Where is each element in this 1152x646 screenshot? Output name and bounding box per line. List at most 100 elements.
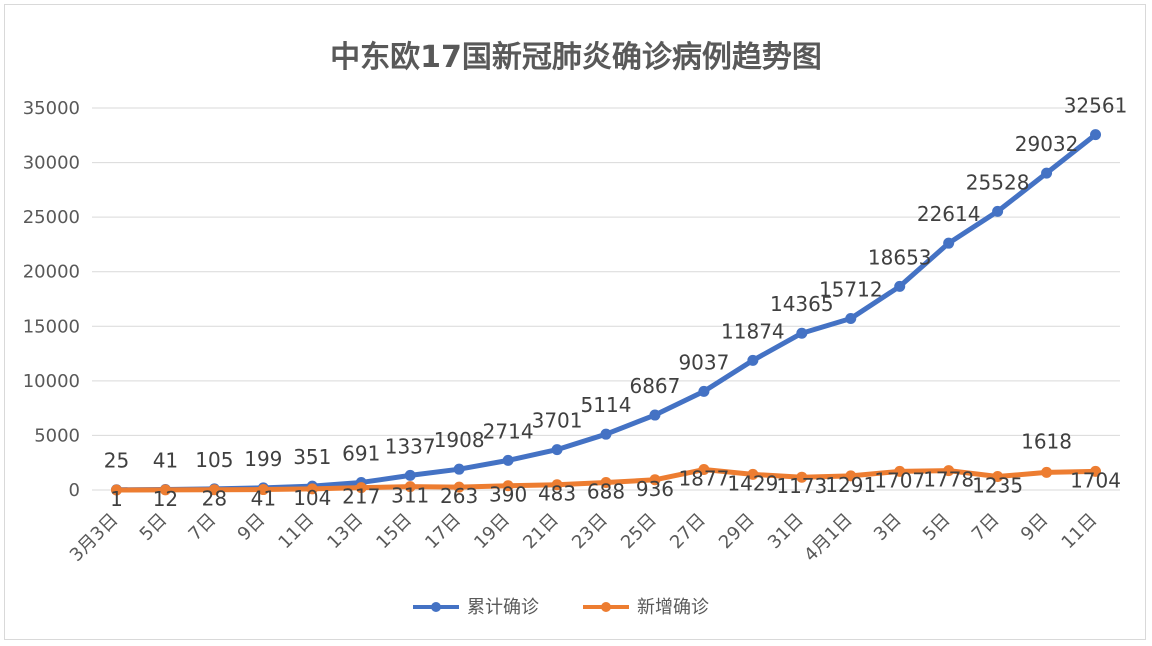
data-label-1: 1173 [776,474,827,498]
data-label-0: 1908 [434,428,485,452]
data-label-0: 5114 [581,393,632,417]
x-tick-label: 11日 [274,509,318,553]
data-point-0 [600,428,612,440]
gridlines [92,107,1120,491]
x-tick-label: 4月1日 [800,509,857,566]
legend-item-new: 新增确诊 [583,597,709,618]
data-point-1 [649,474,661,486]
data-label-1: 1618 [1021,429,1072,453]
y-tick-label: 10000 [23,371,80,392]
data-point-1 [208,484,220,496]
data-label-0: 11874 [721,319,785,343]
data-label-0: 1337 [385,434,436,458]
data-point-0 [698,385,710,397]
data-point-0 [649,409,661,421]
data-point-0 [894,280,906,292]
data-label-0: 199 [244,447,282,471]
data-label-0: 105 [195,448,233,472]
data-label-1: 311 [391,484,429,508]
data-point-1 [796,471,808,483]
legend-item-cumulative: 累计确诊 [413,597,539,618]
x-tick-label: 5日 [919,509,955,545]
data-point-0 [551,444,563,456]
x-tick-label: 31日 [764,509,808,553]
data-point-0 [1041,167,1053,179]
data-label-0: 2714 [483,419,534,443]
data-point-0 [453,463,465,475]
data-label-1: 12 [153,487,178,511]
data-point-1 [698,464,710,476]
data-label-1: 483 [538,482,576,506]
x-tick-label: 21日 [519,509,563,553]
x-tick-label: 29日 [715,509,759,553]
data-point-1 [502,480,514,492]
y-tick-label: 30000 [23,153,80,174]
data-point-1 [992,471,1004,483]
x-tick-label: 3日 [870,509,906,545]
y-tick-label: 0 [69,480,80,501]
x-tick-label: 11日 [1058,509,1102,553]
x-tick-label: 17日 [421,509,465,553]
data-label-1: 688 [587,479,625,503]
data-point-1 [551,479,563,491]
data-point-1 [747,468,759,480]
data-point-0 [992,205,1004,217]
data-label-0: 32561 [1064,94,1128,118]
data-point-1 [1041,466,1053,478]
data-point-1 [894,465,906,477]
data-label-0: 29032 [1015,132,1079,156]
data-point-1 [453,481,465,493]
data-label-0: 25528 [966,170,1030,194]
data-point-0 [747,354,759,366]
legend: 累计确诊 新增确诊 [413,597,709,618]
data-point-1 [306,483,318,495]
data-label-0: 351 [293,445,331,469]
x-tick-label: 3月3日 [66,509,123,566]
data-label-1: 1704 [1070,468,1121,492]
data-point-0 [502,454,514,466]
x-tick-label: 7日 [968,509,1004,545]
data-label-0: 3701 [532,409,583,433]
legend-label-cumulative: 累计确诊 [467,597,539,618]
x-axis: 3月3日 5日 7日 9日 11日 13日 15日 17日 19日 21日 23日 25日 27日 29日… [66,509,1102,566]
y-tick-label: 25000 [23,207,80,228]
data-label-1: 936 [636,477,674,501]
x-tick-label: 23日 [568,509,612,553]
series-layer [110,129,1102,496]
y-tick-label: 20000 [23,262,80,283]
data-point-1 [257,484,269,496]
data-labels: 25 41 105 199 351 691 133719082714370151146867… [104,94,1128,511]
data-label-0: 15712 [819,278,883,302]
data-point-0 [943,237,955,249]
chart-frame: 中东欧17国新冠肺炎确诊病例趋势图 0 5000 10000 15000 20000 25… [4,4,1146,640]
data-label-1: 1877 [678,467,729,491]
x-tick-label: 7日 [185,509,221,545]
data-label-1: 390 [489,483,527,507]
data-label-1: 104 [293,486,331,510]
data-label-0: 14365 [770,292,834,316]
legend-marker-new [601,602,611,612]
y-tick-label: 15000 [23,316,80,337]
x-tick-label: 15日 [372,509,416,553]
data-label-1: 1429 [727,471,778,495]
x-tick-label: 13日 [323,509,367,553]
data-point-1 [943,465,955,477]
data-point-1 [600,476,612,488]
data-label-0: 22614 [917,202,981,226]
data-label-1: 1707 [874,468,925,492]
data-label-1: 217 [342,485,380,509]
legend-label-new: 新增确诊 [637,597,709,618]
data-label-0: 6867 [629,374,680,398]
x-tick-label: 27日 [666,509,710,553]
x-tick-label: 25日 [617,509,661,553]
data-label-1: 28 [202,487,227,511]
data-label-0: 9037 [678,350,729,374]
x-tick-label: 19日 [470,509,514,553]
data-point-1 [110,484,122,496]
data-point-1 [845,470,857,482]
data-point-1 [404,481,416,493]
data-label-1: 263 [440,484,478,508]
data-label-0: 18653 [868,245,932,269]
data-label-1: 1291 [825,473,876,497]
chart-svg: 中东欧17国新冠肺炎确诊病例趋势图 0 5000 10000 15000 20000 25… [23,40,1128,618]
